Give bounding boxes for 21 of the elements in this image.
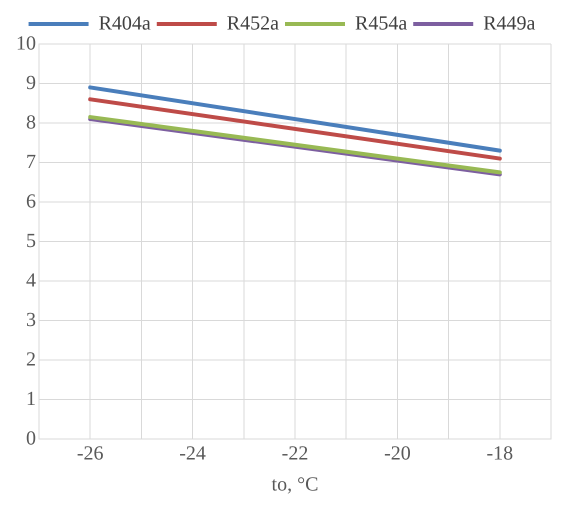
x-axis-title: to, °C (272, 473, 318, 496)
y-tick-label: 7 (26, 150, 36, 173)
legend-label: R404a (98, 12, 151, 34)
y-tick-label: 6 (26, 190, 36, 212)
y-tick-label: 9 (26, 72, 36, 94)
legend-label: R452a (226, 12, 280, 34)
y-tick-label: 10 (16, 32, 36, 54)
x-tick-label: -20 (384, 442, 411, 464)
x-tick-label: -18 (486, 442, 514, 464)
legend-label: R454a (355, 12, 408, 34)
legend-label: R449a (483, 12, 536, 34)
y-tick-label: 3 (26, 308, 36, 331)
y-tick-label: 5 (26, 230, 36, 252)
y-tick-label: 8 (26, 111, 36, 134)
y-tick-label: 2 (26, 348, 36, 370)
y-tick-label: 0 (26, 427, 36, 450)
x-tick-label: -22 (282, 442, 308, 464)
y-tick-label: 1 (26, 388, 36, 410)
y-tick-label: 4 (26, 269, 36, 292)
x-tick-label: -26 (76, 442, 104, 464)
x-tick-label: -24 (179, 442, 206, 464)
